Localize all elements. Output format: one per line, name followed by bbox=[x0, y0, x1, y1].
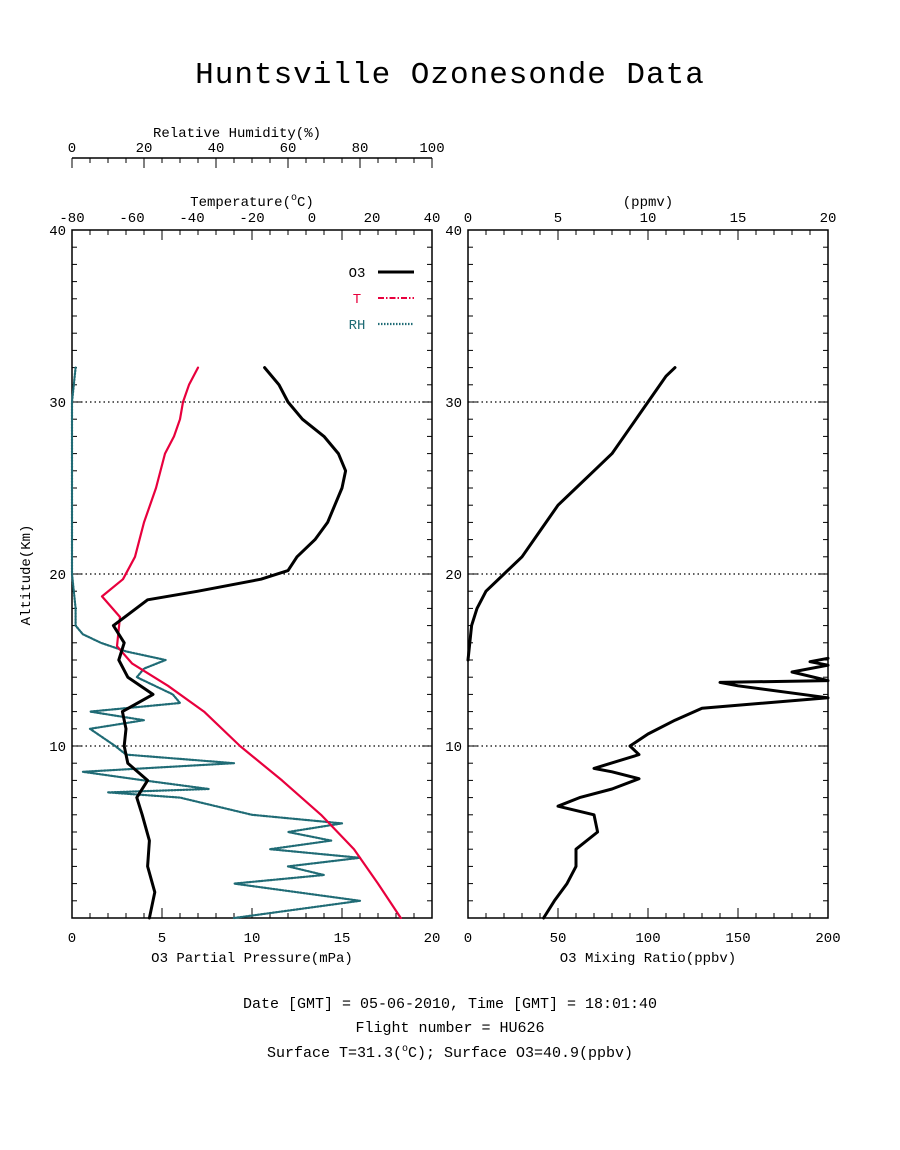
rh-tick-label: 40 bbox=[208, 141, 225, 157]
rh-tick-label: 0 bbox=[68, 141, 76, 157]
temperature-tick-label: -80 bbox=[59, 211, 84, 227]
altitude-axis-title: Altitude(Km) bbox=[19, 525, 35, 626]
footer-flight-number: Flight number = HU626 bbox=[355, 1020, 545, 1037]
page-title: Huntsville Ozonesonde Data bbox=[195, 58, 705, 93]
right-panel-ytick-label: 10 bbox=[445, 740, 462, 756]
temperature-series-line bbox=[100, 366, 402, 920]
temperature-tick-label: 0 bbox=[308, 211, 316, 227]
ppmv-axis-xtick-label: 0 bbox=[464, 211, 472, 227]
left-panel-ytick-label: 20 bbox=[49, 568, 66, 584]
ppmv-axis-xtick-label: 15 bbox=[730, 211, 747, 227]
footer-date-time: Date [GMT] = 05-06-2010, Time [GMT] = 18… bbox=[242, 996, 658, 1013]
o3-axis-title: O3 Partial Pressure(mPa) bbox=[151, 951, 353, 967]
rh-tick-label: 80 bbox=[352, 141, 369, 157]
o3-axis-xtick-label: 20 bbox=[424, 931, 441, 947]
temperature-tick-label: 20 bbox=[364, 211, 381, 227]
ppmv-axis-xtick-label: 10 bbox=[640, 211, 657, 227]
rh-series-line bbox=[70, 366, 362, 920]
ppbv-axis-xtick-label: 50 bbox=[550, 931, 567, 947]
ppbv-axis-xtick-label: 0 bbox=[464, 931, 472, 947]
legend-label-o3: O3 bbox=[349, 266, 366, 282]
temperature-tick-label: 40 bbox=[424, 211, 441, 227]
right-panel-ytick-label: 40 bbox=[445, 224, 462, 240]
footer-surface-suffix: C); Surface O3=40.9(ppbv) bbox=[408, 1045, 634, 1062]
right-panel-ytick-label: 20 bbox=[445, 568, 462, 584]
left-panel-ytick-label: 40 bbox=[49, 224, 66, 240]
ppmv-axis-xtick-label: 5 bbox=[554, 211, 562, 227]
rh-tick-label: 60 bbox=[280, 141, 297, 157]
temperature-tick-label: -60 bbox=[119, 211, 144, 227]
o3-series-line bbox=[111, 366, 348, 920]
ppbv-axis-xtick-label: 100 bbox=[635, 931, 660, 947]
ppbv-axis-title: O3 Mixing Ratio(ppbv) bbox=[560, 951, 736, 967]
mixing-ratio-ppmv-line bbox=[466, 366, 677, 662]
ppbv-axis-xtick-label: 200 bbox=[815, 931, 840, 947]
right-panel-ytick-label: 30 bbox=[445, 396, 462, 412]
o3-axis-xtick-label: 5 bbox=[158, 931, 166, 947]
temperature-axis-title: Temperature(oC) bbox=[190, 193, 314, 211]
left-panel-ytick-label: 30 bbox=[49, 396, 66, 412]
rh-tick-label: 100 bbox=[419, 141, 444, 157]
footer-surface-prefix: Surface T=31.3( bbox=[266, 1045, 402, 1062]
ppbv-axis-xtick-label: 150 bbox=[725, 931, 750, 947]
ppmv-axis-title: (ppmv) bbox=[623, 195, 673, 211]
legend-label-temperature: T bbox=[353, 292, 361, 308]
rh-axis-title: Relative Humidity(%) bbox=[153, 126, 321, 142]
o3-axis-xtick-label: 10 bbox=[244, 931, 261, 947]
temperature-tick-label: -40 bbox=[179, 211, 204, 227]
o3-axis-xtick-label: 15 bbox=[334, 931, 351, 947]
o3-axis-xtick-label: 0 bbox=[68, 931, 76, 947]
temperature-tick-label: -20 bbox=[239, 211, 264, 227]
footer-surface-values: Surface T=31.3(oC); Surface O3=40.9(ppbv… bbox=[266, 1044, 634, 1062]
legend-label-rh: RH bbox=[349, 318, 366, 334]
mixing-ratio-ppbv-line bbox=[542, 656, 830, 920]
ppmv-axis-xtick-label: 20 bbox=[820, 211, 837, 227]
rh-tick-label: 20 bbox=[136, 141, 153, 157]
left-panel-ytick-label: 10 bbox=[49, 740, 66, 756]
